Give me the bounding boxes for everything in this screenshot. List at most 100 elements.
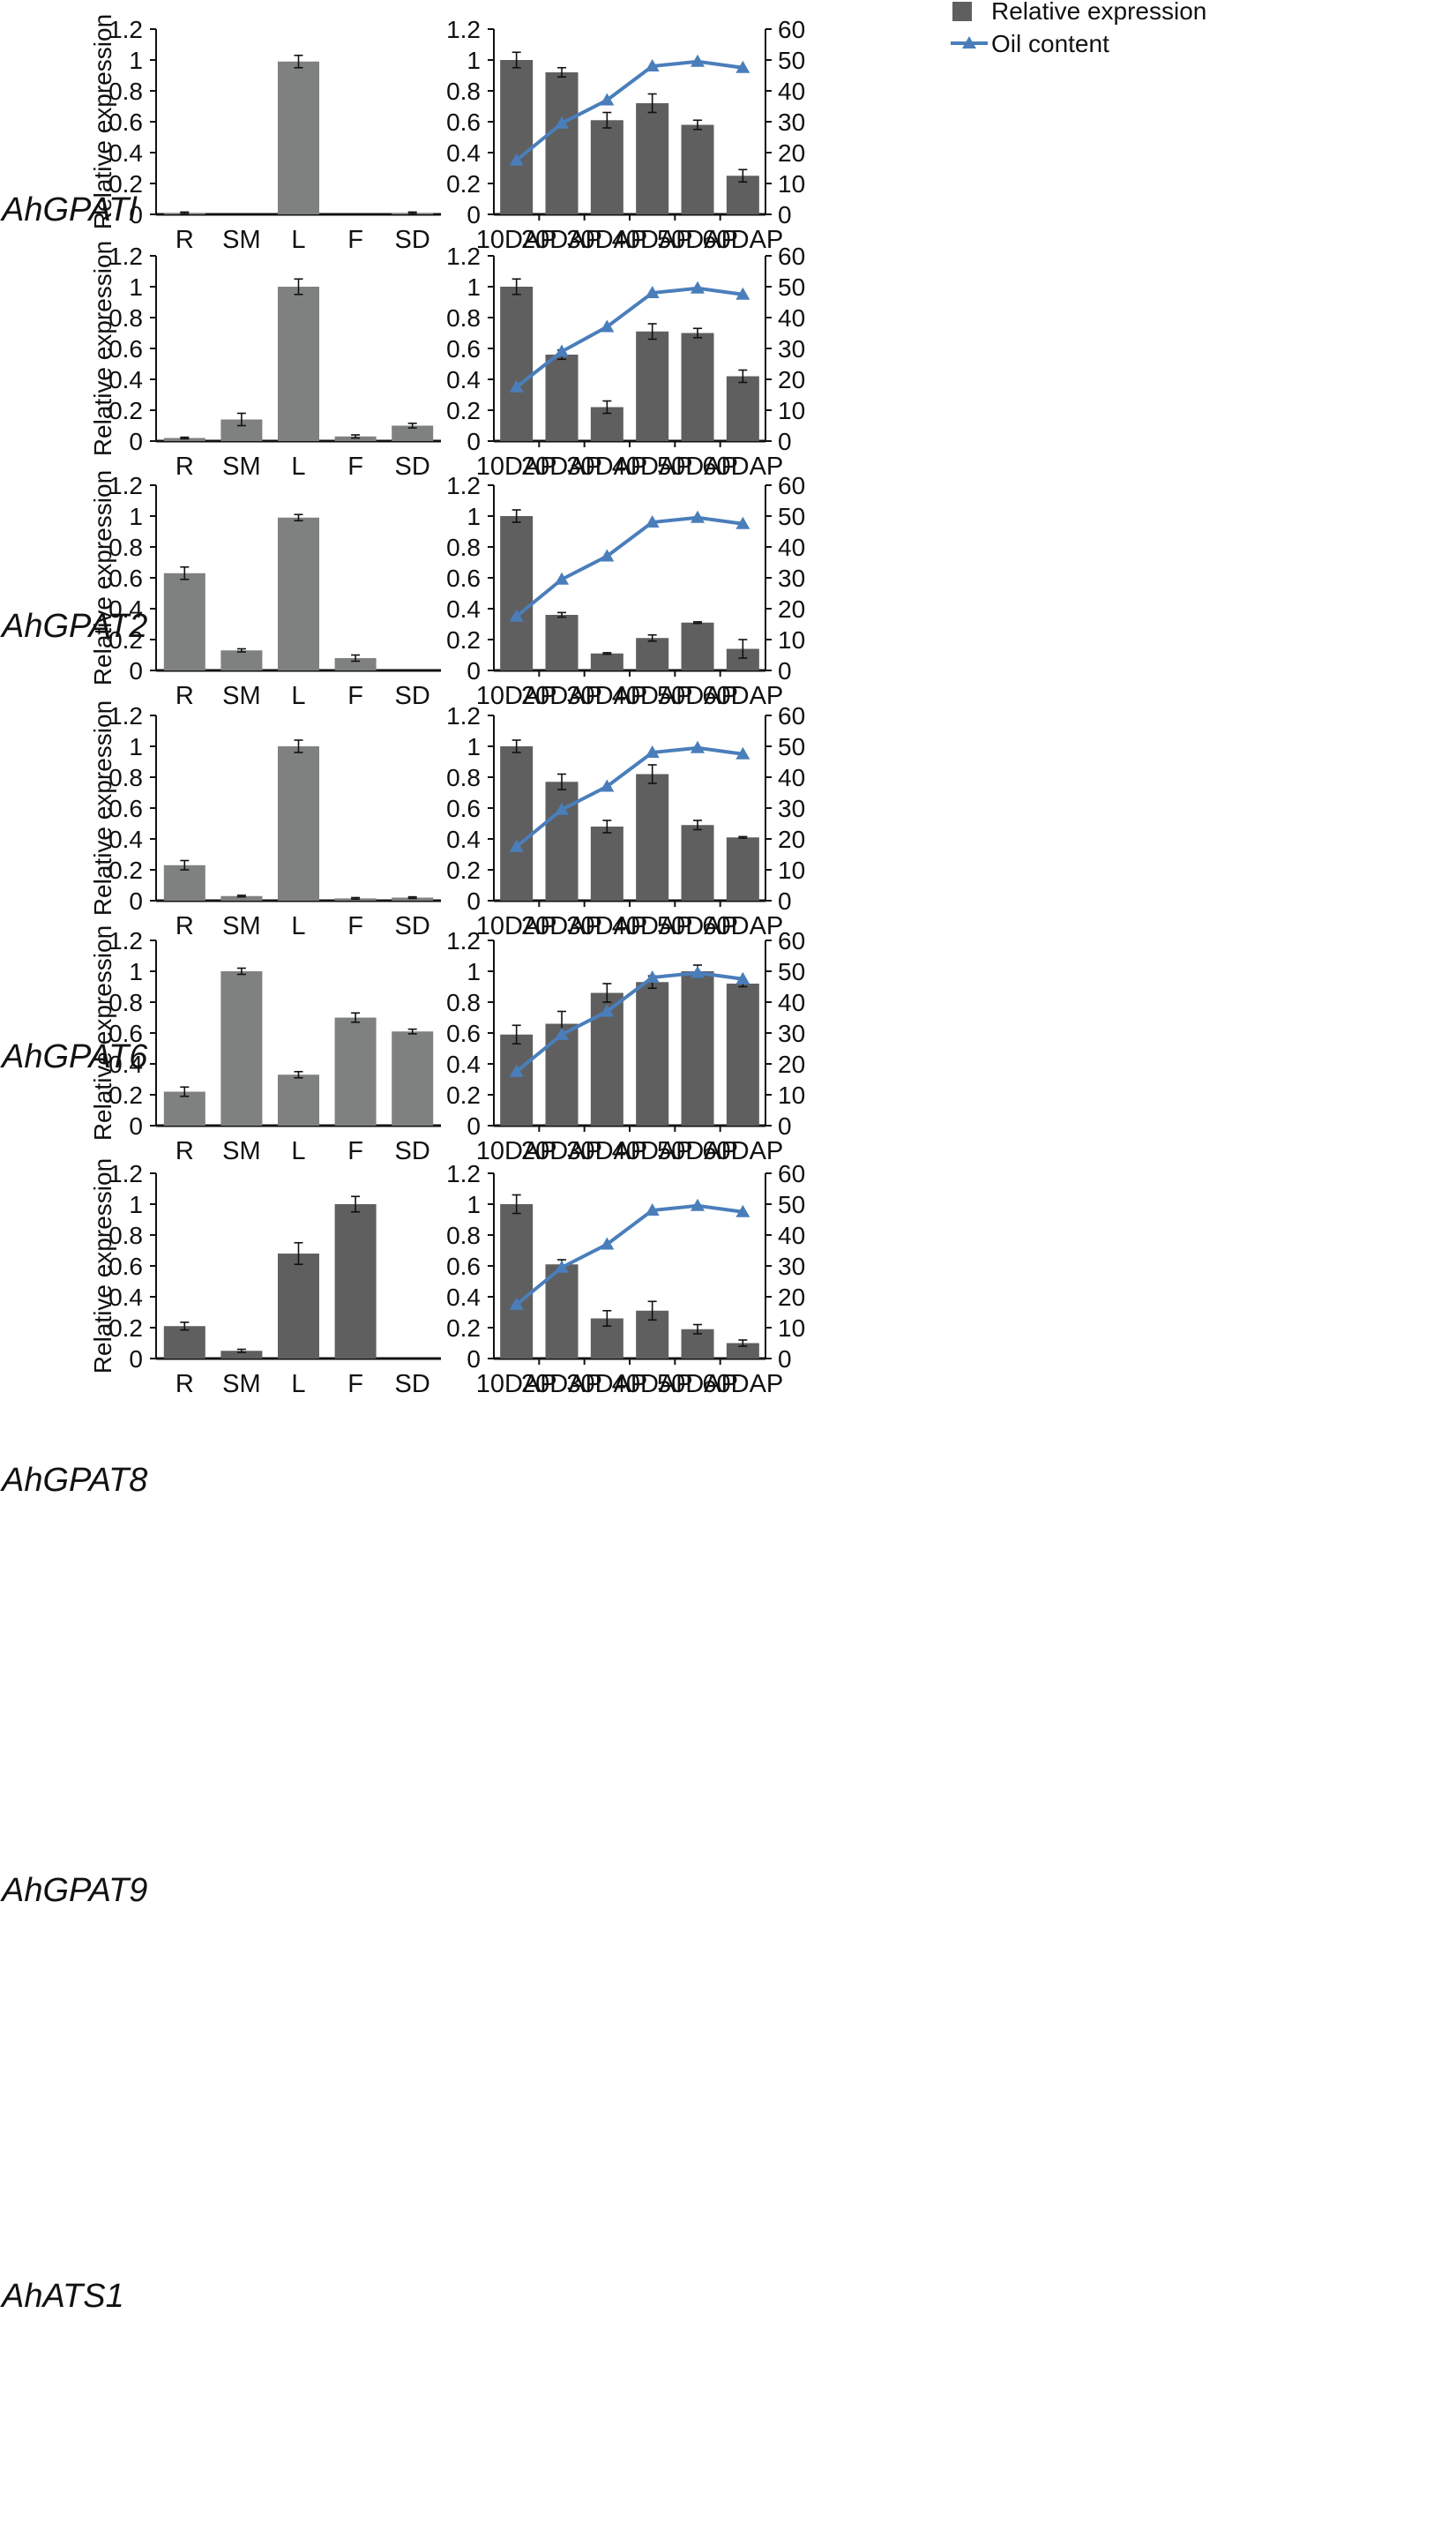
y-tick-label: 1 bbox=[467, 733, 481, 760]
legend-bar-swatch bbox=[952, 2, 972, 21]
y-tick-label: 0.8 bbox=[108, 78, 143, 105]
y-tick-label: 0.6 bbox=[108, 795, 143, 822]
x-tick-label: SM bbox=[222, 682, 261, 710]
y-tick-label: 0.6 bbox=[108, 335, 143, 363]
x-tick-label: 30DAP bbox=[566, 453, 647, 481]
y2-tick-label: 60 bbox=[778, 243, 805, 270]
bar bbox=[636, 103, 669, 214]
seed-panel: 0 0.2 0.4 0.6 0.8 1 1.2 0 10 20 30 40 50 60 10DAP20DAP… bbox=[446, 16, 805, 254]
x-tick-label: R bbox=[175, 453, 194, 481]
oil-content-point bbox=[600, 779, 615, 792]
y-tick-label: 0.4 bbox=[108, 1051, 143, 1078]
y-tick-label: 1.2 bbox=[108, 243, 143, 270]
y-tick-label: 0.6 bbox=[108, 109, 143, 136]
y-tick-label: 0.4 bbox=[108, 139, 143, 167]
oil-content-point bbox=[600, 549, 615, 562]
x-tick-label: L bbox=[291, 226, 305, 254]
bar bbox=[392, 425, 434, 441]
y-tick-label: 0.8 bbox=[108, 304, 143, 332]
oil-content-point bbox=[735, 516, 750, 529]
bar bbox=[545, 1023, 579, 1126]
y2-tick-label: 10 bbox=[778, 626, 805, 654]
oil-content-point bbox=[645, 515, 660, 528]
x-tick-label: 50DAP bbox=[657, 1137, 738, 1165]
x-tick-label: 50DAP bbox=[657, 912, 738, 940]
oil-content-point bbox=[691, 740, 705, 753]
bar bbox=[726, 376, 759, 441]
bar bbox=[545, 782, 579, 901]
y-axis-label: Relative expression bbox=[89, 925, 116, 1141]
gene-label: AhGPAT8 bbox=[0, 1462, 147, 1499]
bar bbox=[163, 438, 205, 441]
y-tick-label: 1.2 bbox=[108, 702, 143, 730]
x-tick-label: F bbox=[347, 226, 363, 254]
x-tick-label: F bbox=[347, 1137, 363, 1165]
bar bbox=[590, 120, 623, 214]
x-tick-label: 60DAP bbox=[702, 453, 783, 481]
oil-content-line bbox=[515, 1203, 743, 1306]
bar bbox=[163, 1326, 205, 1359]
y2-tick-label: 30 bbox=[778, 1253, 805, 1280]
y2-tick-label: 20 bbox=[778, 1284, 805, 1311]
bar bbox=[545, 72, 579, 214]
y2-tick-label: 50 bbox=[778, 733, 805, 760]
y-tick-label: 0.4 bbox=[108, 595, 143, 623]
bar bbox=[334, 658, 377, 670]
oil-content-point bbox=[555, 1260, 569, 1273]
y-tick-label: 0 bbox=[129, 1112, 143, 1140]
bar bbox=[590, 827, 623, 901]
y2-tick-label: 30 bbox=[778, 1020, 805, 1047]
y2-tick-label: 60 bbox=[778, 472, 805, 499]
x-tick-label: 10DAP bbox=[476, 226, 557, 254]
y-tick-label: 0 bbox=[129, 887, 143, 915]
y2-tick-label: 40 bbox=[778, 1222, 805, 1249]
bar bbox=[334, 1017, 377, 1126]
oil-content-point bbox=[691, 965, 705, 978]
bar bbox=[163, 1091, 205, 1126]
y-tick-label: 0.8 bbox=[446, 1222, 481, 1249]
y-tick-label: 1 bbox=[129, 1191, 143, 1218]
bar bbox=[681, 333, 714, 441]
y2-tick-label: 10 bbox=[778, 170, 805, 198]
oil-content-line bbox=[515, 59, 743, 162]
oil-content-point bbox=[691, 1198, 705, 1211]
y2-tick-label: 0 bbox=[778, 1345, 792, 1373]
tissue-panel: AhGPAT6 Relative expression 0 0.2 0.4 0.6 0.8 1… bbox=[0, 470, 441, 1075]
x-tick-label: 50DAP bbox=[657, 682, 738, 710]
bar bbox=[220, 1351, 263, 1359]
legend-bar-label: Relative expression bbox=[991, 0, 1206, 25]
tissue-panel: AhGPAT2 Relative expression 0 0.2 0.4 0.6 0.8 1… bbox=[0, 241, 441, 645]
y2-tick-label: 10 bbox=[778, 1314, 805, 1342]
y-tick-label: 0.6 bbox=[446, 565, 481, 592]
oil-content-point bbox=[555, 116, 569, 129]
y-tick-label: 0.6 bbox=[446, 1020, 481, 1047]
gene-label: AhGPAT6 bbox=[0, 1038, 148, 1075]
bar bbox=[681, 622, 714, 670]
y-tick-label: 0 bbox=[129, 428, 143, 455]
oil-content-point bbox=[555, 572, 569, 585]
oil-content-point bbox=[509, 153, 524, 166]
y2-tick-label: 20 bbox=[778, 139, 805, 167]
legend-line-label: Oil content bbox=[991, 30, 1109, 57]
bar bbox=[220, 971, 263, 1126]
x-tick-label: SM bbox=[222, 453, 261, 481]
y-tick-label: 0.2 bbox=[108, 857, 143, 884]
x-tick-label: SD bbox=[395, 1137, 430, 1165]
y-tick-label: 0.2 bbox=[446, 1314, 481, 1342]
y2-tick-label: 40 bbox=[778, 78, 805, 105]
oil-content-point bbox=[735, 60, 750, 73]
y2-tick-label: 30 bbox=[778, 565, 805, 592]
x-tick-label: F bbox=[347, 912, 363, 940]
y-tick-label: 1 bbox=[467, 958, 481, 985]
y-tick-label: 0.4 bbox=[446, 1051, 481, 1078]
gene-label: AhGPAT9 bbox=[0, 1872, 147, 1909]
x-tick-label: SD bbox=[395, 226, 430, 254]
oil-content-point bbox=[735, 746, 750, 760]
x-tick-label: R bbox=[175, 226, 194, 254]
bar bbox=[681, 971, 714, 1126]
y-tick-label: 1 bbox=[129, 47, 143, 74]
x-tick-label: 40DAP bbox=[612, 1137, 693, 1165]
x-tick-label: SD bbox=[395, 453, 430, 481]
bar bbox=[163, 865, 205, 901]
